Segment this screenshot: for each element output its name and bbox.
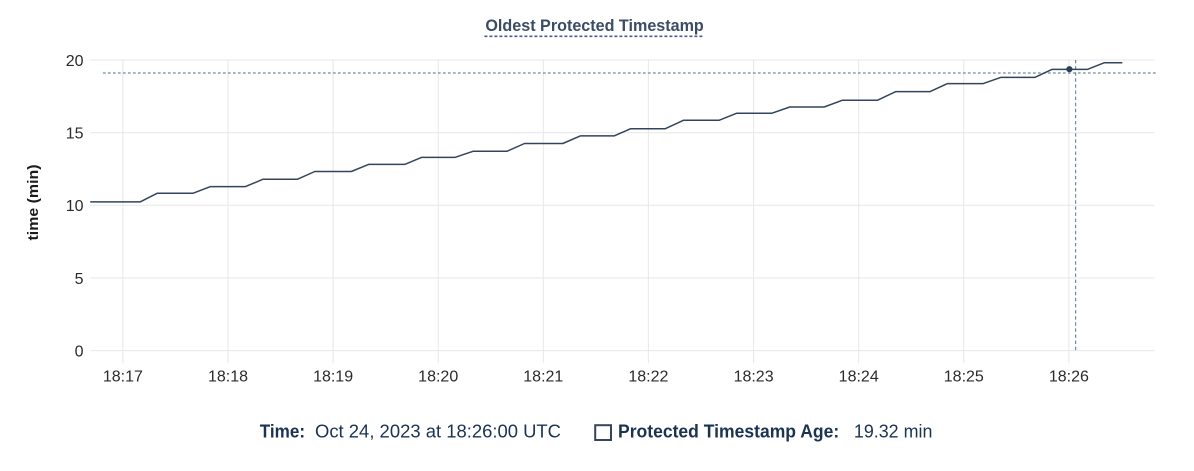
svg-text:Time:: Time: bbox=[260, 422, 305, 442]
svg-text:18:18: 18:18 bbox=[208, 369, 248, 386]
svg-text:20: 20 bbox=[66, 53, 84, 70]
svg-text:Protected Timestamp Age:: Protected Timestamp Age: bbox=[618, 422, 839, 442]
svg-text:Oldest Protected Timestamp: Oldest Protected Timestamp bbox=[485, 16, 703, 35]
svg-text:18:26: 18:26 bbox=[1049, 369, 1089, 386]
svg-text:18:21: 18:21 bbox=[523, 369, 563, 386]
svg-text:15: 15 bbox=[66, 126, 84, 143]
svg-text:Oct 24, 2023 at 18:26:00 UTC: Oct 24, 2023 at 18:26:00 UTC bbox=[315, 422, 561, 442]
svg-text:18:19: 18:19 bbox=[313, 369, 353, 386]
svg-text:18:20: 18:20 bbox=[418, 369, 458, 386]
svg-text:time (min): time (min) bbox=[25, 164, 42, 240]
svg-text:10: 10 bbox=[66, 198, 84, 215]
svg-text:0: 0 bbox=[75, 343, 84, 360]
svg-text:18:25: 18:25 bbox=[944, 369, 984, 386]
svg-text:18:22: 18:22 bbox=[628, 369, 668, 386]
svg-text:5: 5 bbox=[75, 271, 84, 288]
svg-text:18:24: 18:24 bbox=[839, 369, 879, 386]
svg-text:18:17: 18:17 bbox=[103, 369, 143, 386]
svg-text:18:23: 18:23 bbox=[734, 369, 774, 386]
svg-text:19.32 min: 19.32 min bbox=[854, 422, 933, 442]
